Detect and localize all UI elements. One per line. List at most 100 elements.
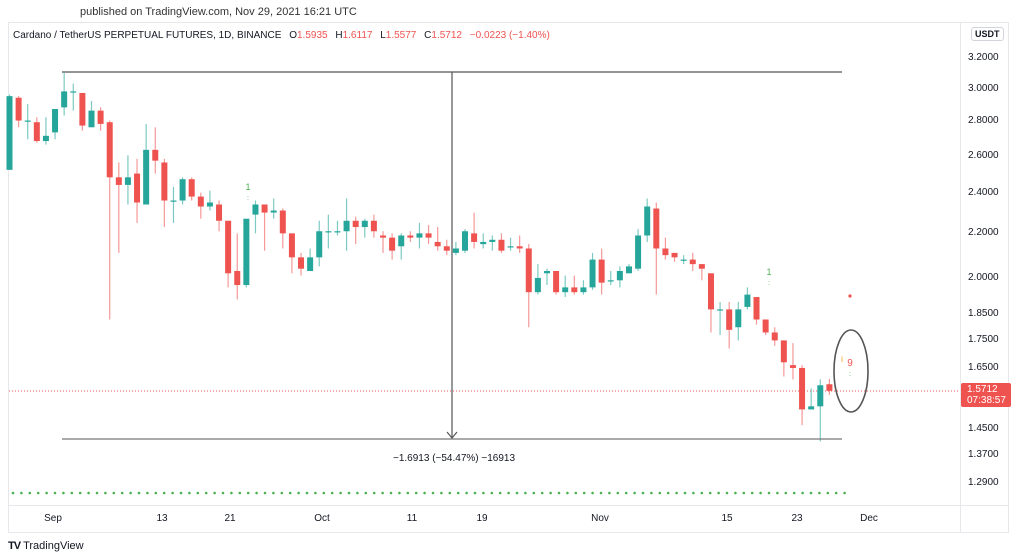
candle-up[interactable]: [480, 241, 487, 245]
candle-up[interactable]: [124, 177, 131, 185]
candle-up[interactable]: [143, 149, 150, 205]
candle-up[interactable]: [507, 246, 514, 248]
candle-up[interactable]: [170, 200, 177, 202]
candle-up[interactable]: [489, 239, 496, 242]
candle-up[interactable]: [416, 233, 423, 238]
tradingview-logo[interactable]: TV TradingView: [8, 540, 84, 552]
candle-down[interactable]: [553, 270, 560, 293]
candle-down[interactable]: [106, 122, 113, 178]
candle-up[interactable]: [334, 231, 341, 233]
candle-down[interactable]: [571, 287, 578, 293]
candle-up[interactable]: [307, 257, 314, 271]
candle-up[interactable]: [252, 204, 259, 215]
candle-down[interactable]: [79, 92, 86, 126]
candle-down[interactable]: [516, 246, 523, 249]
candle-up[interactable]: [580, 287, 587, 293]
candle-up[interactable]: [616, 270, 623, 281]
candle-down[interactable]: [662, 248, 669, 256]
candle-down[interactable]: [234, 270, 241, 286]
last-price-tag: 1.5712 07:38:57: [961, 383, 1011, 407]
candle-up[interactable]: [735, 309, 742, 328]
candle-down[interactable]: [407, 235, 414, 238]
candle-up[interactable]: [398, 235, 405, 247]
candle-down[interactable]: [762, 319, 769, 333]
highlight-ellipse[interactable]: [833, 329, 869, 413]
candle-down[interactable]: [671, 252, 678, 258]
chart-pane[interactable]: [8, 22, 1009, 533]
candle-up[interactable]: [717, 309, 724, 311]
candle-up[interactable]: [562, 287, 569, 293]
candle-up[interactable]: [808, 406, 815, 410]
candle-down[interactable]: [434, 241, 441, 247]
candle-up[interactable]: [644, 206, 651, 236]
candle-up[interactable]: [452, 248, 459, 253]
candle-down[interactable]: [780, 340, 787, 363]
candle-down[interactable]: [707, 273, 714, 310]
close-label: C: [424, 30, 432, 41]
candle-down[interactable]: [225, 220, 232, 274]
candle-down[interactable]: [425, 233, 432, 238]
candle-up[interactable]: [206, 202, 213, 207]
candle-up[interactable]: [325, 231, 332, 233]
candle-down[interactable]: [216, 204, 223, 221]
candle-up[interactable]: [70, 91, 77, 93]
candle-down[interactable]: [370, 220, 377, 232]
measure-tool[interactable]: [62, 71, 842, 440]
candle-down[interactable]: [689, 259, 696, 265]
candle-down[interactable]: [380, 235, 387, 238]
candle-down[interactable]: [598, 259, 605, 283]
candle-up[interactable]: [680, 259, 687, 261]
candle-up[interactable]: [179, 179, 186, 201]
candle-down[interactable]: [726, 309, 733, 330]
candle-up[interactable]: [243, 218, 250, 286]
candle-down[interactable]: [498, 239, 505, 251]
candle-down[interactable]: [653, 208, 660, 249]
candle-up[interactable]: [316, 231, 323, 258]
candle-down[interactable]: [826, 384, 833, 391]
candle-up[interactable]: [744, 294, 751, 307]
candle-up[interactable]: [589, 259, 596, 288]
candle-up[interactable]: [635, 235, 642, 269]
svg-text::: :: [247, 195, 249, 202]
candle-down[interactable]: [771, 332, 778, 341]
candle-up[interactable]: [817, 385, 824, 407]
candle-up[interactable]: [361, 220, 368, 228]
candle-up[interactable]: [625, 266, 632, 274]
candle-down[interactable]: [799, 367, 806, 410]
candle-up[interactable]: [61, 91, 68, 108]
candle-down[interactable]: [753, 297, 760, 320]
candle-down[interactable]: [288, 233, 295, 258]
currency-badge[interactable]: USDT: [971, 27, 1004, 41]
candle-up[interactable]: [52, 108, 59, 133]
candle-down[interactable]: [134, 173, 141, 203]
candle-down[interactable]: [698, 264, 705, 269]
candle-up[interactable]: [24, 120, 31, 122]
candle-down[interactable]: [443, 246, 450, 251]
candle-down[interactable]: [525, 248, 532, 293]
candle-down[interactable]: [279, 210, 286, 234]
candle-up[interactable]: [607, 280, 614, 282]
candle-up[interactable]: [543, 270, 550, 274]
candle-up[interactable]: [343, 220, 350, 232]
candle-down[interactable]: [188, 179, 195, 197]
candle-up[interactable]: [42, 135, 49, 142]
candle-up[interactable]: [534, 277, 541, 293]
candle-down[interactable]: [789, 365, 796, 368]
candle-down[interactable]: [97, 110, 104, 124]
candle-up[interactable]: [462, 231, 468, 251]
candle-down[interactable]: [115, 177, 122, 185]
candle-down[interactable]: [352, 220, 359, 228]
candle-down[interactable]: [261, 204, 268, 213]
candle-down[interactable]: [15, 97, 22, 121]
candle-down[interactable]: [389, 237, 396, 251]
candle-up[interactable]: [270, 210, 277, 213]
candle-down[interactable]: [152, 149, 159, 161]
candle-down[interactable]: [161, 162, 168, 201]
candle-down[interactable]: [33, 122, 40, 142]
candle-down[interactable]: [471, 233, 478, 242]
candle-up[interactable]: [88, 110, 95, 128]
candle-up[interactable]: [6, 96, 13, 170]
candle-down[interactable]: [197, 196, 204, 207]
candle-down[interactable]: [298, 257, 305, 269]
